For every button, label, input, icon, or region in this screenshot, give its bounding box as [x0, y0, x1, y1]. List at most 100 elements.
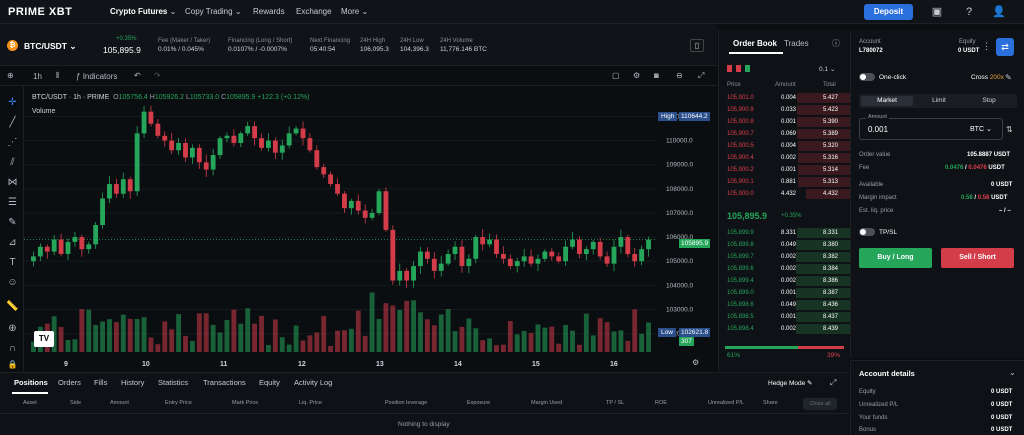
help-icon[interactable]: ? — [965, 6, 973, 18]
camera-icon[interactable]: ◙ — [654, 71, 659, 80]
sell-short-button[interactable]: Sell / Short — [941, 248, 1014, 268]
minus-icon[interactable]: ⊖ — [676, 71, 683, 80]
deposit-button[interactable]: Deposit — [864, 4, 913, 20]
price-chart[interactable]: 111000.0110000.0109000.0108000.0107000.0… — [24, 86, 717, 371]
ask-row[interactable]: 105,900.5 0.004 5.320 — [719, 140, 850, 152]
tab-transactions[interactable]: Transactions — [203, 378, 246, 387]
ask-row[interactable]: 105,901.0 0.004 5.427 — [719, 92, 850, 104]
trend-line-icon[interactable]: ╱ — [9, 117, 16, 128]
ask-row[interactable]: 105,900.9 0.033 5.423 — [719, 104, 850, 116]
undo-icon[interactable]: ↶ — [134, 71, 141, 80]
book-icon[interactable]: ▯ — [690, 39, 704, 52]
bid-row[interactable]: 105,899.9 8.331 8.331 — [719, 227, 850, 239]
ask-row[interactable]: 105,900.2 0.001 5.314 — [719, 164, 850, 176]
info-icon[interactable]: ⓘ — [832, 39, 840, 48]
amount-input[interactable]: 0.001 — [868, 125, 889, 134]
currency-selector[interactable]: BTC ⌄ — [970, 126, 992, 133]
chart-svg[interactable]: 111000.0110000.0109000.0108000.0107000.0… — [24, 86, 717, 371]
bid-row[interactable]: 105,898.6 0.049 8.436 — [719, 299, 850, 311]
chart-settings-icon[interactable]: ⚙ — [692, 358, 700, 367]
tab-statistics[interactable]: Statistics — [158, 378, 189, 387]
tab-trades[interactable]: Trades — [784, 39, 809, 48]
brush-icon[interactable]: ✎ — [8, 217, 17, 228]
transfer-icon[interactable]: ⇄ — [996, 38, 1014, 56]
account-id[interactable]: L780072 — [859, 48, 883, 54]
buy-long-button[interactable]: Buy / Long — [859, 248, 932, 268]
emoji-icon[interactable]: ☺ — [7, 277, 18, 288]
hedge-mode[interactable]: Hedge Mode ✎ — [768, 380, 813, 387]
expand-panel-icon[interactable]: ⤢ — [830, 378, 837, 387]
wallet-icon[interactable]: ▣ — [931, 6, 943, 18]
bid-row[interactable]: 105,899.6 0.002 8.384 — [719, 263, 850, 275]
ray-icon[interactable]: ⋰ — [7, 137, 18, 148]
margin-mode-selector[interactable]: Cross 200x — [971, 74, 1004, 81]
bid-row[interactable]: 105,898.5 0.001 8.437 — [719, 311, 850, 323]
expand-icon[interactable]: ⤢ — [698, 71, 705, 80]
tab-activity-log[interactable]: Activity Log — [294, 378, 333, 387]
zoom-in-icon[interactable]: ⊕ — [8, 323, 17, 334]
tpsl-toggle[interactable] — [859, 228, 875, 236]
symbol-selector[interactable]: BTC/USDT ⌄ — [24, 41, 77, 51]
interval-selector[interactable]: 1h — [33, 72, 42, 81]
tab-positions[interactable]: Positions — [14, 378, 48, 387]
tab-history[interactable]: History — [121, 378, 145, 387]
tab-order-book[interactable]: Order Book — [733, 39, 778, 48]
candles-icon[interactable]: ⫴ — [56, 71, 60, 80]
crosshair-icon[interactable]: ✛ — [8, 97, 17, 108]
volume-bar — [183, 335, 188, 352]
ask-row[interactable]: 105,900.0 4.432 4.432 — [719, 188, 850, 200]
measure-icon[interactable]: ⊿ — [8, 237, 17, 248]
ask-row[interactable]: 105,900.8 0.001 5.390 — [719, 116, 850, 128]
step-selector[interactable]: 0.1 ⌄ — [819, 66, 836, 73]
one-click-toggle[interactable] — [859, 73, 875, 81]
tab-stop[interactable]: Stop — [982, 97, 996, 104]
nav-exchange[interactable]: Exchange — [296, 7, 332, 16]
tradingview-logo[interactable]: TV — [34, 331, 54, 347]
nav-rewards[interactable]: Rewards — [253, 7, 285, 16]
ask-row[interactable]: 105,900.7 0.069 5.389 — [719, 128, 850, 140]
bid-row[interactable]: 105,899.7 0.002 8.382 — [719, 251, 850, 263]
amount-field[interactable]: Amount 0.001 BTC ⌄ — [859, 114, 1003, 140]
fullscreen-icon[interactable]: ▢ — [612, 71, 620, 80]
lock-icon[interactable]: 🔒 — [7, 360, 18, 369]
ask-row[interactable]: 105,900.4 0.002 5.316 — [719, 152, 850, 164]
indicators-button[interactable]: ƒ Indicators — [76, 72, 118, 81]
collapse-icon[interactable]: ⌄ — [1009, 368, 1016, 377]
user-icon[interactable]: 👤 — [992, 6, 1006, 18]
edit-icon[interactable]: ✎ — [1005, 73, 1012, 82]
column-header[interactable]: Asset — [23, 400, 37, 406]
bid-row[interactable]: 105,899.4 0.002 8.386 — [719, 275, 850, 287]
nav-more[interactable]: More ⌄ — [341, 7, 369, 16]
text-icon[interactable]: T — [9, 257, 16, 268]
bid-row[interactable]: 105,899.8 0.049 8.380 — [719, 239, 850, 251]
ask-row[interactable]: 105,900.1 0.881 5.313 — [719, 176, 850, 188]
nav-crypto-futures[interactable]: Crypto Futures ⌄ — [110, 7, 177, 16]
tab-market[interactable]: Market — [861, 96, 913, 106]
view-bids-icon[interactable] — [745, 65, 751, 72]
view-both-icon[interactable] — [727, 65, 732, 72]
y-tick-label: 109000.0 — [666, 162, 693, 169]
tab-orders[interactable]: Orders — [58, 378, 81, 387]
add-icon[interactable]: ⊕ — [7, 71, 14, 80]
swap-currency-icon[interactable]: ⇅ — [1006, 125, 1013, 134]
logo[interactable]: PRIME XBT — [8, 6, 73, 18]
more-options-icon[interactable]: ⋮ — [982, 41, 991, 51]
bid-row[interactable]: 105,898.4 0.002 8.439 — [719, 323, 850, 335]
bid-row[interactable]: 105,899.0 0.001 8.387 — [719, 287, 850, 299]
close-all-button[interactable]: Close all — [803, 398, 837, 410]
pattern-icon[interactable]: ⋈ — [7, 177, 18, 188]
tab-fills[interactable]: Fills — [94, 378, 108, 387]
channel-icon[interactable]: ⫽ — [10, 157, 15, 168]
ruler-icon[interactable]: 📏 — [6, 301, 19, 312]
candle-body — [286, 133, 292, 146]
tab-equity[interactable]: Equity — [259, 378, 280, 387]
nav-copy-trading[interactable]: Copy Trading ⌄ — [185, 7, 242, 16]
volume-bar — [286, 344, 292, 352]
view-asks-icon[interactable] — [736, 65, 742, 72]
magnet-icon[interactable]: ∩ — [8, 343, 17, 354]
view-toggle[interactable] — [727, 65, 751, 72]
tab-limit[interactable]: Limit — [932, 97, 946, 104]
settings-icon[interactable]: ⚙ — [633, 71, 641, 80]
fib-icon[interactable]: ☰ — [8, 197, 17, 208]
redo-icon[interactable]: ↷ — [154, 71, 161, 80]
